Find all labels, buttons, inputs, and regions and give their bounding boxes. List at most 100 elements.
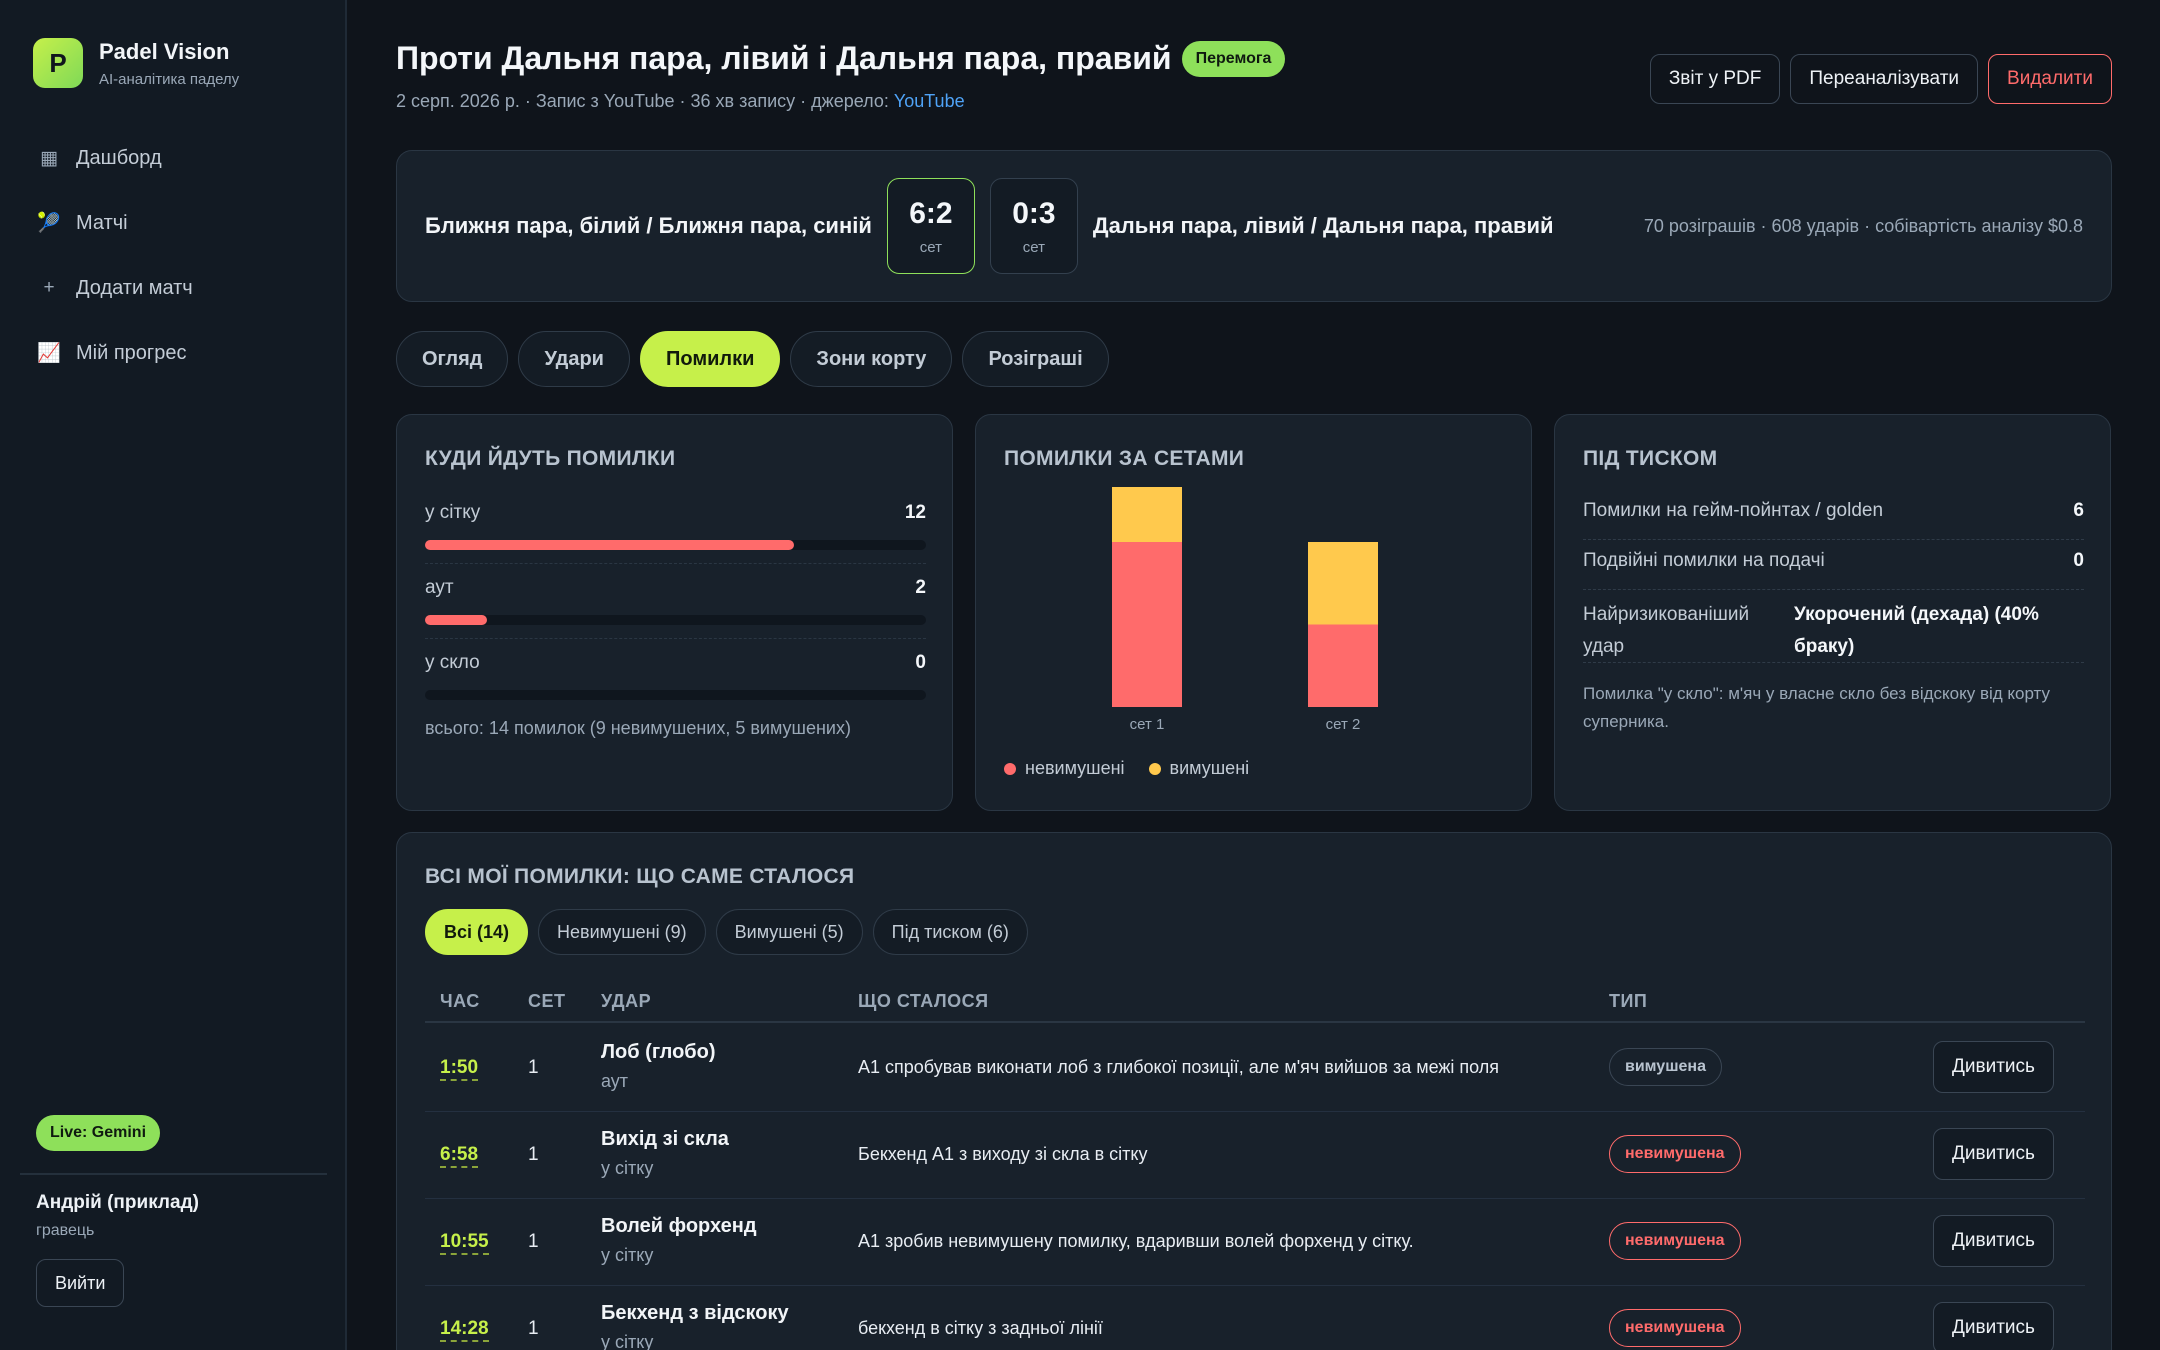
- error-bar-fill: [425, 540, 795, 550]
- error-destination-count: 0: [915, 652, 926, 673]
- chart-legend: невимушені вимушені: [1004, 758, 1273, 779]
- table-row: 14:28 1 Бекхенд з відскоку у сітку бекхе…: [425, 1286, 2085, 1350]
- section-tabs: Огляд Удари Помилки Зони корту Розіграші: [396, 331, 1109, 387]
- sidebar-item-add-match[interactable]: + Додати матч: [22, 260, 327, 316]
- set-label: сет: [1022, 238, 1045, 256]
- tab-overview[interactable]: Огляд: [396, 331, 509, 387]
- error-destination-label: аут: [425, 577, 454, 598]
- errors-by-set-card: ПОМИЛКИ ЗА СЕТАМИ сет 1 сет 2 невимушені …: [975, 414, 1532, 811]
- error-shot: Волей форхенд: [601, 1215, 757, 1237]
- error-description: A1 зробив невимушену помилку, вдаривши в…: [858, 1231, 1414, 1251]
- watch-button[interactable]: Дивитись: [1933, 1128, 2054, 1180]
- filter-under-pressure[interactable]: Під тиском (6): [872, 909, 1028, 955]
- column-header-set: СЕТ: [528, 991, 566, 1011]
- match-meta: 2 серп. 2026 р. · Запис з YouTube · 36 х…: [396, 91, 2112, 112]
- pressure-row: Подвійні помилки на подачі 0: [1583, 550, 2084, 590]
- user-role: гравець: [36, 1222, 95, 1239]
- tennis-racket-icon: 🎾: [37, 213, 61, 234]
- column-header-time: ЧАС: [440, 991, 480, 1011]
- sidebar-item-matches[interactable]: 🎾 Матчі: [22, 195, 327, 251]
- page-header: Проти Дальня пара, лівий і Дальня пара, …: [396, 40, 2112, 120]
- set-score: 0:3: [1012, 196, 1056, 230]
- error-shot: Вихід зі скла: [601, 1128, 729, 1150]
- source-link[interactable]: YouTube: [893, 91, 965, 111]
- legend-item-forced: вимушені: [1148, 758, 1249, 779]
- result-badge: Перемога: [1181, 40, 1286, 77]
- brand-name: Padel Vision: [99, 38, 230, 64]
- error-type-badge: невимушена: [1609, 1222, 1741, 1260]
- pressure-value: 6: [2073, 500, 2084, 521]
- tab-rallies[interactable]: Розіграші: [962, 331, 1109, 387]
- error-time-link[interactable]: 10:55: [440, 1231, 489, 1255]
- plus-icon: +: [43, 277, 55, 298]
- tab-court-zones[interactable]: Зони корту: [790, 331, 953, 387]
- error-time-link[interactable]: 6:58: [440, 1144, 479, 1168]
- sidebar-item-dashboard[interactable]: ▦ Дашборд: [22, 130, 327, 186]
- sidebar: P Padel Vision AI-аналітика падел­у ▦ Да…: [0, 0, 347, 1350]
- delete-button[interactable]: Видалити: [1988, 54, 2112, 104]
- set-score-box: 6:2 сет: [886, 178, 975, 274]
- sidebar-divider: [20, 1173, 327, 1175]
- error-description: бекхенд в сітку з задньої лінії: [858, 1318, 1103, 1338]
- pressure-label: Помилки на гейм-пойнтах / golden: [1583, 500, 1884, 521]
- error-time-link[interactable]: 1:50: [440, 1057, 479, 1081]
- set-label: сет: [919, 238, 942, 256]
- error-description: A1 спробував виконати лоб з глибокої поз…: [858, 1057, 1500, 1077]
- table-row: 1:50 1 Лоб (глобо) аут A1 спробував вико…: [425, 1025, 2085, 1112]
- reanalyze-button[interactable]: Переаналізувати: [1790, 54, 1979, 104]
- set-score-box: 0:3 сет: [989, 178, 1078, 274]
- logout-button[interactable]: Вийти: [36, 1259, 125, 1307]
- sidebar-item-label: Матчі: [76, 211, 128, 234]
- pdf-report-button[interactable]: Звіт у PDF: [1649, 54, 1781, 104]
- column-header-what-happened: ЩО СТАЛОСЯ: [858, 991, 989, 1011]
- filter-unforced[interactable]: Невимушені (9): [538, 909, 706, 955]
- score-card: Ближня пара, білий / Ближня пара, синій …: [396, 150, 2112, 302]
- error-target: у сітку: [601, 1158, 654, 1178]
- bar-forced-set-2: [1308, 542, 1378, 625]
- table-row: 6:58 1 Вихід зі скла у сітку Бекхенд A1 …: [425, 1112, 2085, 1199]
- pressure-value: 0: [2073, 550, 2084, 571]
- live-model-badge: Live: Gemini: [36, 1115, 161, 1151]
- error-filters: Всі (14) Невимушені (9) Вимушені (5) Під…: [425, 909, 1028, 955]
- brand[interactable]: P Padel Vision AI-аналітика падел­у: [33, 38, 239, 88]
- match-stats: 70 розіграшів · 608 ударів · собівартіст…: [1643, 215, 2083, 236]
- error-destination-label: у скло: [425, 652, 480, 673]
- error-set: 1: [528, 1057, 539, 1078]
- table-row: 10:55 1 Волей форхенд у сітку A1 зробив …: [425, 1199, 2085, 1286]
- watch-button[interactable]: Дивитись: [1933, 1302, 2054, 1350]
- error-destination-row: аут 2: [425, 563, 926, 625]
- errors-total: всього: 14 помилок (9 невимушених, 5 вим…: [425, 718, 851, 738]
- chart-title: ПОМИЛКИ ЗА СЕТАМИ: [1004, 447, 1245, 470]
- error-time-link[interactable]: 14:28: [440, 1318, 489, 1342]
- sidebar-nav: ▦ Дашборд 🎾 Матчі + Додати матч 📈 Мій пр…: [22, 130, 327, 390]
- watch-button[interactable]: Дивитись: [1933, 1215, 2054, 1267]
- error-type-badge: невимушена: [1609, 1309, 1741, 1347]
- pressure-row: Помилки на гейм-пойнтах / golden 6: [1583, 500, 2084, 540]
- error-bar-fill: [425, 615, 487, 625]
- brand-subtitle: AI-аналітика падел­у: [99, 70, 240, 88]
- error-type-badge: вимушена: [1609, 1048, 1722, 1086]
- filter-forced[interactable]: Вимушені (5): [715, 909, 863, 955]
- card-title: КУДИ ЙДУТЬ ПОМИЛКИ: [425, 447, 676, 470]
- legend-swatch: [1148, 762, 1161, 775]
- match-meta-text: 2 серп. 2026 р. · Запис з YouTube · 36 х…: [396, 91, 894, 111]
- user-name: Андрій (приклад): [36, 1192, 199, 1213]
- filter-all[interactable]: Всі (14): [425, 909, 529, 955]
- watch-button[interactable]: Дивитись: [1933, 1041, 2054, 1093]
- sidebar-item-label: Додати матч: [76, 276, 193, 299]
- page-title: Проти Дальня пара, лівий і Дальня пара, …: [396, 40, 1172, 76]
- pressure-value: Укорочений (дехада) (40% браку): [1794, 604, 2039, 657]
- error-shot: Лоб (глобо): [601, 1041, 716, 1063]
- error-destination-row: у скло 0: [425, 638, 926, 700]
- errors-destination-card: КУДИ ЙДУТЬ ПОМИЛКИ у сітку 12 аут 2 у ск…: [396, 414, 953, 811]
- pressure-label: Найризикованіший удар: [1583, 604, 1750, 657]
- tab-shots[interactable]: Удари: [518, 331, 630, 387]
- sidebar-item-progress[interactable]: 📈 Мій прогрес: [22, 325, 327, 381]
- errors-table-card: ВСІ МОЇ ПОМИЛКИ: ЩО САМЕ СТАЛОСЯ Всі (14…: [396, 832, 2112, 1350]
- pressure-note: Помилка "у скло": м'яч у власне скло без…: [1583, 684, 2051, 731]
- legend-swatch: [1004, 762, 1016, 775]
- set-score: 6:2: [909, 196, 953, 230]
- tab-errors[interactable]: Помилки: [639, 331, 781, 387]
- error-bar-track: [425, 615, 926, 625]
- legend-item-unforced: невимушені: [1004, 758, 1125, 779]
